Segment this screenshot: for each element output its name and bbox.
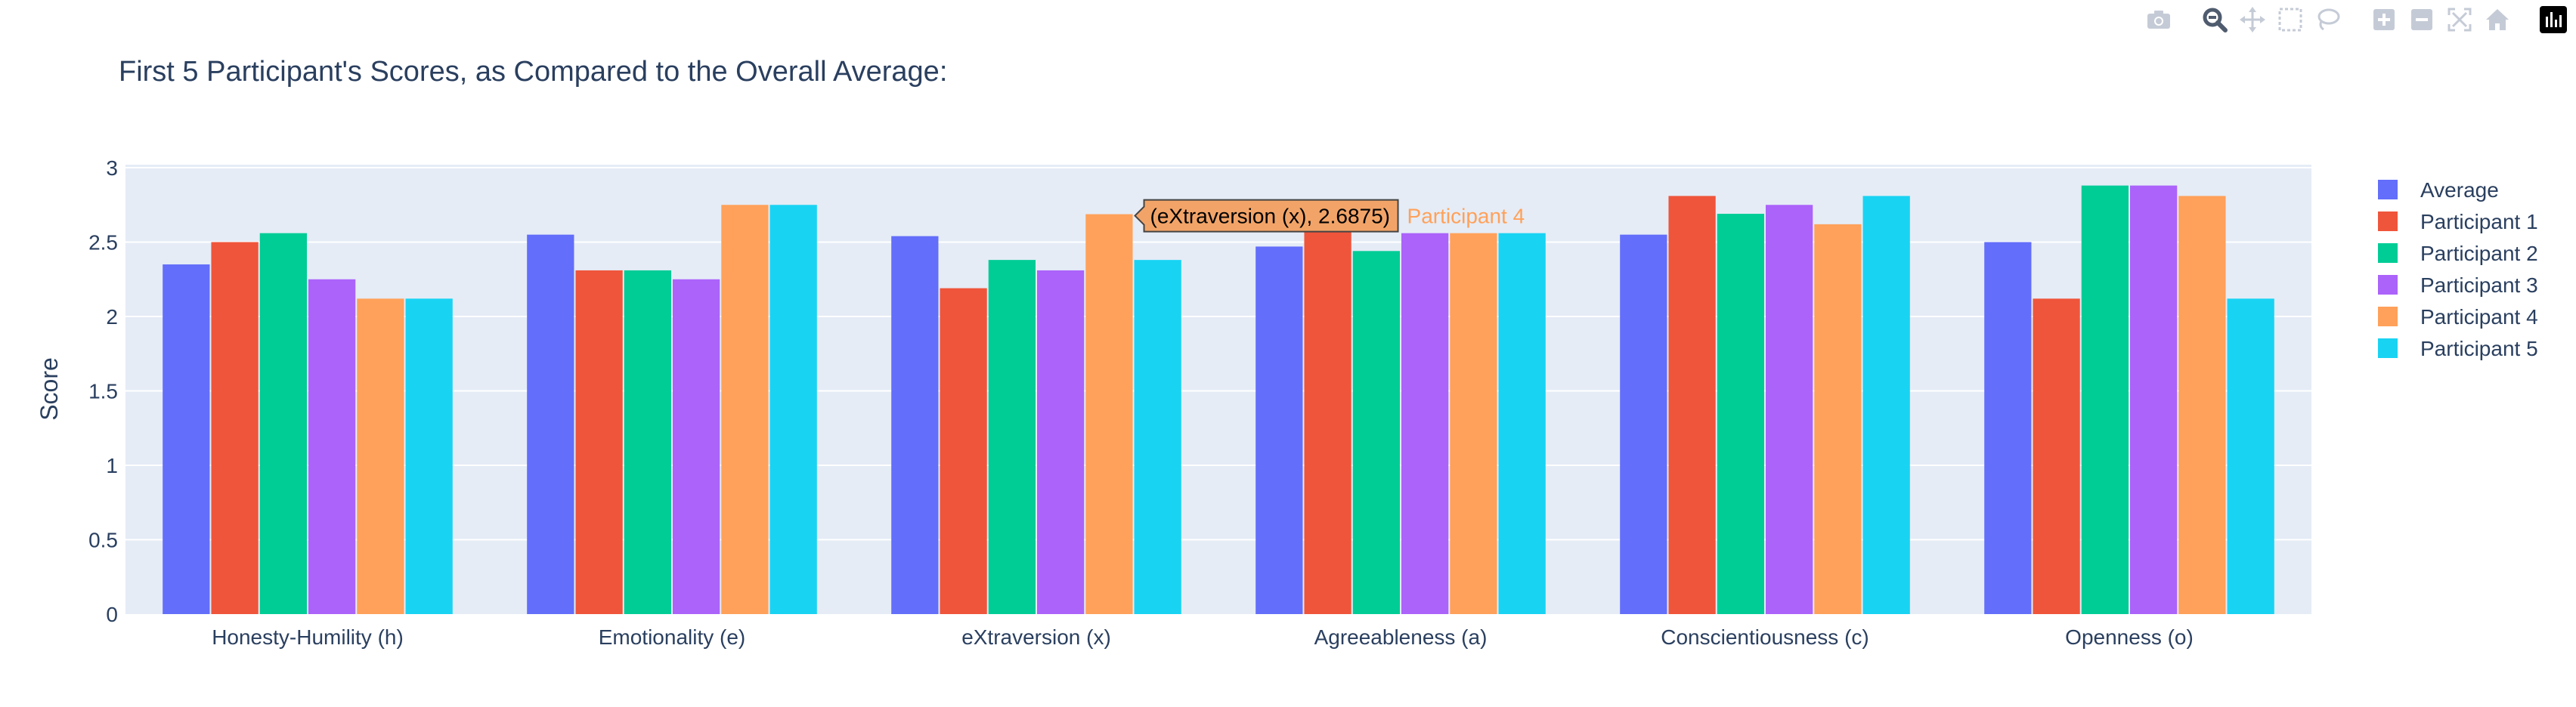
y-tick-label: 3 xyxy=(106,156,118,180)
hover-box xyxy=(1134,199,1399,233)
legend-swatch xyxy=(2378,211,2398,231)
legend-item[interactable]: Participant 2 xyxy=(2378,242,2538,265)
bar[interactable] xyxy=(163,264,210,614)
bar[interactable] xyxy=(1255,246,1303,614)
bar[interactable] xyxy=(405,298,453,614)
legend-item[interactable]: Average xyxy=(2378,178,2499,202)
bar[interactable] xyxy=(1352,251,1400,614)
y-tick-label: 1 xyxy=(106,454,118,477)
legend-label: Participant 5 xyxy=(2420,337,2538,360)
bar[interactable] xyxy=(1498,233,1546,614)
x-tick-label: Agreeableness (a) xyxy=(1314,625,1488,649)
legend-swatch xyxy=(2378,338,2398,358)
x-tick-label: Openness (o) xyxy=(2065,625,2194,649)
lasso-select-icon[interactable] xyxy=(2311,3,2345,36)
hover-series-name: Participant 4 xyxy=(1407,205,1525,228)
x-tick-label: Emotionality (e) xyxy=(599,625,746,649)
bar[interactable] xyxy=(527,234,574,614)
bar[interactable] xyxy=(940,288,987,614)
bar[interactable] xyxy=(891,236,939,614)
legend-item[interactable]: Participant 4 xyxy=(2378,305,2538,329)
x-tick-label: Honesty-Humility (h) xyxy=(212,625,404,649)
bar[interactable] xyxy=(2130,185,2178,614)
bar[interactable] xyxy=(1134,260,1181,614)
bar[interactable] xyxy=(988,260,1036,614)
y-tick-label: 2 xyxy=(106,305,118,329)
y-axis: 0 0.5 1 1.5 2 2.5 3 xyxy=(88,156,118,626)
bar[interactable] xyxy=(1814,224,1862,614)
bar[interactable] xyxy=(259,233,307,614)
bar[interactable] xyxy=(673,279,720,614)
zoom-icon[interactable] xyxy=(2198,3,2231,36)
bars[interactable] xyxy=(163,185,2274,615)
y-tick-label: 2.5 xyxy=(88,231,118,255)
y-tick-label: 1.5 xyxy=(88,380,118,403)
bar[interactable] xyxy=(575,270,623,614)
bar[interactable] xyxy=(769,205,817,614)
pan-icon[interactable] xyxy=(2236,3,2269,36)
bar[interactable] xyxy=(624,270,671,614)
bar[interactable] xyxy=(1450,233,1497,614)
autoscale-icon[interactable] xyxy=(2443,3,2476,36)
bar[interactable] xyxy=(1085,214,1133,614)
legend-item[interactable]: Participant 3 xyxy=(2378,273,2538,297)
legend-swatch xyxy=(2378,180,2398,199)
legend-item[interactable]: Participant 5 xyxy=(2378,337,2538,360)
camera-icon[interactable] xyxy=(2142,3,2175,36)
bar[interactable] xyxy=(308,279,356,614)
bar[interactable] xyxy=(2227,298,2274,614)
legend-swatch xyxy=(2378,307,2398,326)
legend-label: Participant 3 xyxy=(2420,273,2538,297)
legend-swatch xyxy=(2378,275,2398,295)
box-select-icon[interactable] xyxy=(2274,3,2307,36)
bar[interactable] xyxy=(721,205,769,614)
bar[interactable] xyxy=(1717,214,1764,614)
zoom-in-icon[interactable] xyxy=(2367,3,2401,36)
reset-axes-icon[interactable] xyxy=(2481,3,2514,36)
bar[interactable] xyxy=(357,298,404,614)
bar[interactable] xyxy=(1304,224,1351,614)
plot-area[interactable] xyxy=(125,165,2311,614)
legend-label: Participant 2 xyxy=(2420,242,2538,265)
hover-tooltip: (eXtraversion (x), 2.6875) Participant 4 xyxy=(1134,199,1525,233)
bar[interactable] xyxy=(2033,298,2080,614)
y-tick-label: 0 xyxy=(106,603,118,626)
chart-title: First 5 Participant's Scores, as Compare… xyxy=(119,56,947,88)
bar[interactable] xyxy=(1037,270,1085,614)
modebar xyxy=(2142,5,2570,35)
bar[interactable] xyxy=(2178,196,2226,614)
bar[interactable] xyxy=(1401,233,1449,614)
hover-label: (eXtraversion (x), 2.6875) xyxy=(1150,205,1390,228)
legend-label: Average xyxy=(2420,178,2499,202)
legend-item[interactable]: Participant 1 xyxy=(2378,210,2538,233)
x-axis: Honesty-Humility (h) Emotionality (e) eXtr… xyxy=(212,625,2194,649)
bar[interactable] xyxy=(2081,185,2129,614)
bar[interactable] xyxy=(1984,242,2032,615)
legend-label: Participant 4 xyxy=(2420,305,2538,329)
y-axis-title: Score xyxy=(36,357,63,421)
bar[interactable] xyxy=(1862,196,1910,614)
bar[interactable] xyxy=(1620,234,1667,614)
plotly-logo-icon[interactable] xyxy=(2537,3,2570,36)
y-tick-label: 0.5 xyxy=(88,529,118,552)
x-tick-label: Conscientiousness (c) xyxy=(1661,625,1869,649)
x-tick-label: eXtraversion (x) xyxy=(961,625,1111,649)
legend-swatch xyxy=(2378,243,2398,263)
bar[interactable] xyxy=(211,242,259,615)
zoom-out-icon[interactable] xyxy=(2405,3,2438,36)
legend-label: Participant 1 xyxy=(2420,210,2538,233)
bar[interactable] xyxy=(1766,205,1813,614)
legend[interactable]: Average Participant 1 Participant 2 Partici… xyxy=(2378,178,2538,360)
bar[interactable] xyxy=(1668,196,1716,614)
